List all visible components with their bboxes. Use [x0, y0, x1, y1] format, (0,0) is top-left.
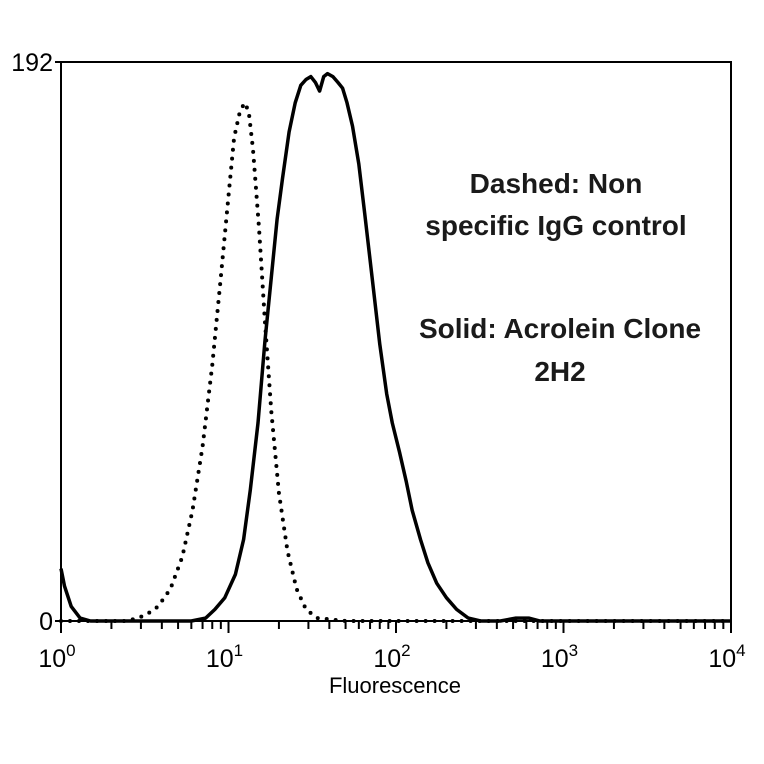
x-axis: 100 101 102 103 104 — [38, 621, 746, 673]
plot-frame — [60, 61, 732, 622]
x-tick-label: 102 — [373, 641, 410, 673]
dotted-series-line — [59, 100, 733, 623]
y-tick-label: 0 — [39, 608, 53, 636]
annotation-line: Dashed: Non — [470, 168, 643, 199]
x-tick-label: 101 — [206, 641, 243, 673]
annotation-line: specific IgG control — [425, 210, 686, 241]
x-axis-title: Fluorescence — [329, 673, 461, 698]
legend-annotations: Dashed: Non specific IgG control Solid: Ac… — [419, 168, 701, 387]
x-tick-label: 103 — [541, 641, 578, 673]
x-tick-label: 104 — [708, 641, 745, 673]
annotation-line: Solid: Acrolein Clone — [419, 313, 701, 344]
x-tick-label: 100 — [38, 641, 75, 673]
solid-series-line — [59, 71, 731, 623]
y-tick-label: 192 — [11, 49, 53, 77]
series-lines — [59, 71, 733, 623]
annotation-line: 2H2 — [534, 356, 585, 387]
y-axis: 0 192 — [11, 49, 61, 636]
